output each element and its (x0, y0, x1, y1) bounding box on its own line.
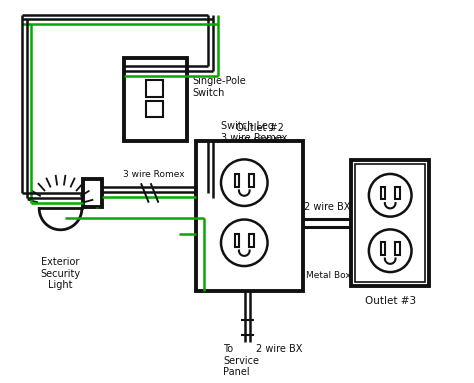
Bar (356, 164, 425, 282)
Bar (249, 234, 254, 247)
Bar (146, 80, 164, 97)
Text: 2 wire BX: 2 wire BX (304, 201, 350, 212)
Bar (196, 141, 303, 291)
Bar (146, 101, 164, 117)
Bar (381, 187, 385, 199)
Bar (83, 179, 102, 206)
Text: Exterior
Security
Light: Exterior Security Light (40, 257, 81, 290)
Text: Single-Pole
Switch: Single-Pole Switch (192, 76, 246, 98)
Text: Outlet #2
on circuit: Outlet #2 on circuit (237, 123, 284, 145)
Text: Outlet #3: Outlet #3 (365, 296, 416, 306)
Bar (395, 242, 400, 255)
Bar (351, 160, 429, 286)
Text: Switch Leg
3 wire Romex: Switch Leg 3 wire Romex (221, 121, 288, 143)
Circle shape (369, 229, 411, 272)
Bar (395, 187, 400, 199)
Bar (249, 174, 254, 187)
Text: Metal Box: Metal Box (306, 272, 351, 280)
Text: 2 wire BX: 2 wire BX (256, 344, 303, 354)
Text: 3 wire Romex: 3 wire Romex (123, 170, 184, 179)
Bar (381, 242, 385, 255)
Circle shape (221, 159, 267, 206)
Bar (235, 234, 239, 247)
Circle shape (369, 174, 411, 217)
Bar (124, 58, 187, 141)
Circle shape (221, 219, 267, 266)
Text: To
Service
Panel: To Service Panel (223, 344, 259, 377)
Bar (235, 174, 239, 187)
